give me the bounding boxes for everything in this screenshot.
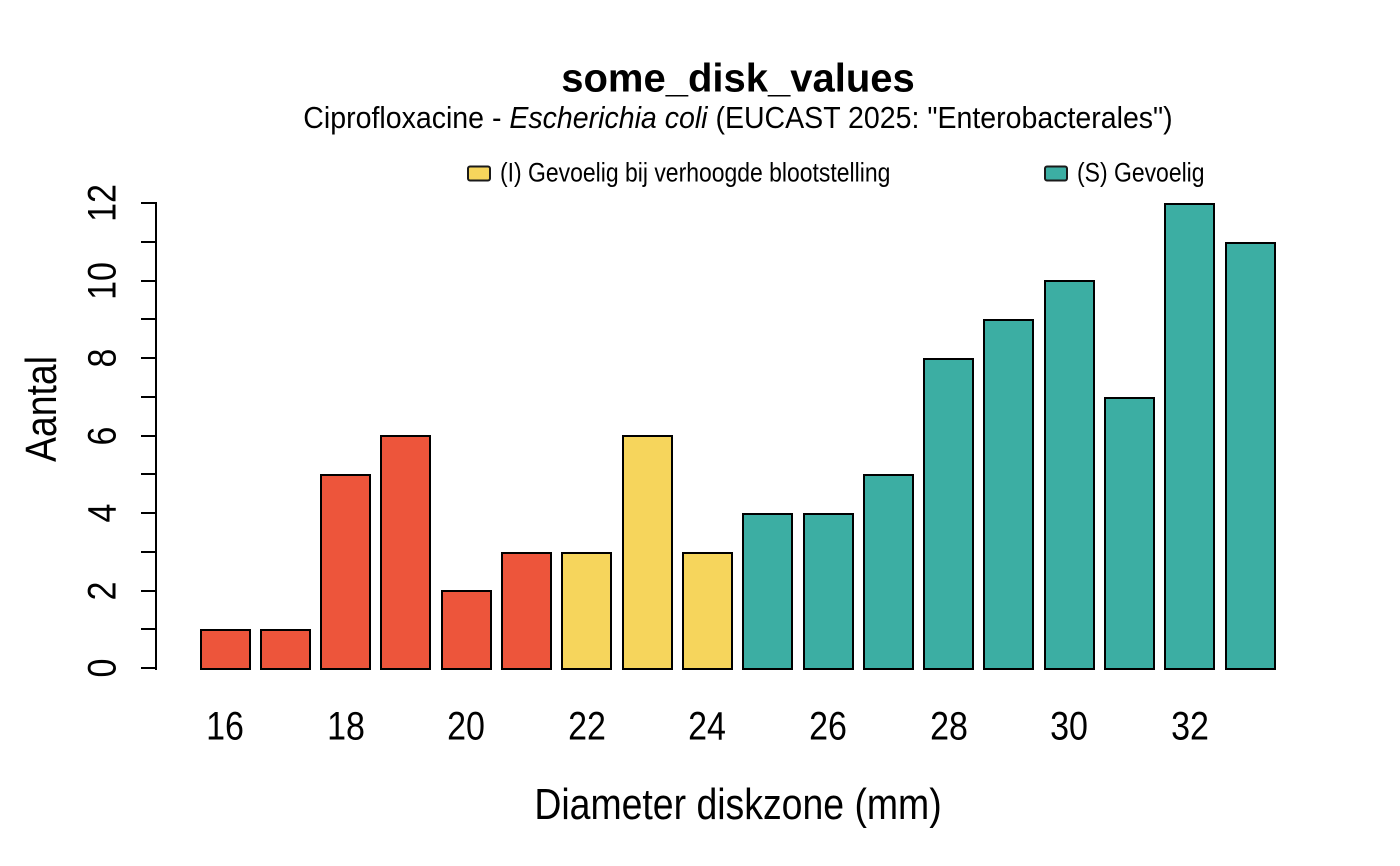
x-axis-tick-label: 28: [930, 704, 968, 749]
x-axis-tick-label: 22: [568, 704, 606, 749]
bar-29: [983, 319, 1034, 670]
bar-31: [1104, 397, 1155, 670]
y-axis-tick-label: 0: [80, 658, 125, 678]
bar-26: [803, 513, 854, 670]
y-axis-tick: [141, 357, 155, 359]
legend-item-label: (S) Gevoelig: [1077, 157, 1205, 188]
x-axis-tick-label: 26: [809, 704, 847, 749]
x-axis-tick-label: 30: [1050, 704, 1088, 749]
subtitle-guideline: (EUCAST 2025: "Enterobacterales"): [707, 100, 1173, 135]
y-axis-tick: [141, 241, 155, 243]
bar-23: [622, 435, 673, 670]
y-axis-tick-label: 10: [80, 262, 125, 300]
y-axis-line: [155, 202, 157, 670]
y-axis-tick: [141, 435, 155, 437]
y-axis-tick-label: 6: [80, 426, 125, 446]
y-axis-tick: [141, 590, 155, 592]
y-axis-tick-label: 2: [80, 581, 125, 601]
x-axis-tick-label: 20: [447, 704, 485, 749]
x-axis-tick-label: 18: [327, 704, 365, 749]
legend-color-swatch-icon: [467, 165, 491, 181]
y-axis-tick: [141, 628, 155, 630]
y-axis-tick: [141, 280, 155, 282]
bar-16: [200, 629, 251, 670]
chart-title: some_disk_values: [561, 56, 915, 101]
chart-subtitle: Ciprofloxacine - Escherichia coli (EUCAS…: [303, 100, 1172, 136]
y-axis-tick: [141, 512, 155, 514]
legend-item: (I) Gevoelig bij verhoogde blootstelling: [467, 158, 959, 189]
bar-17: [260, 629, 311, 670]
x-axis-tick-label: 16: [206, 704, 244, 749]
y-axis-tick: [141, 318, 155, 320]
y-axis-tick-label: 8: [80, 348, 125, 368]
x-axis-tick-label: 32: [1171, 704, 1209, 749]
y-axis-tick-label: 12: [80, 184, 125, 222]
legend-item-label: (I) Gevoelig bij verhoogde blootstelling: [500, 157, 891, 188]
x-axis-title: Diameter diskzone (mm): [534, 780, 942, 829]
bar-20: [441, 590, 492, 670]
y-axis-tick: [141, 396, 155, 398]
bar-18: [320, 474, 371, 670]
subtitle-antibiotic: Ciprofloxacine -: [303, 100, 510, 135]
bar-33: [1225, 242, 1276, 670]
bar-22: [561, 552, 612, 670]
x-axis-tick-label: 24: [688, 704, 726, 749]
bar-28: [923, 358, 974, 670]
y-axis-title: Aantal: [17, 355, 66, 463]
bar-24: [682, 552, 733, 670]
bar-25: [742, 513, 793, 670]
y-axis-tick: [141, 551, 155, 553]
bar-32: [1164, 203, 1215, 670]
legend-color-swatch-icon: [1044, 165, 1068, 181]
y-axis-tick-label: 4: [80, 503, 125, 523]
y-axis-tick: [141, 202, 155, 204]
legend-item: (S) Gevoelig: [1044, 158, 1227, 189]
y-axis-tick: [141, 473, 155, 475]
bar-30: [1044, 280, 1095, 670]
subtitle-species-italic: Escherichia coli: [509, 100, 708, 135]
bar-21: [501, 552, 552, 670]
bar-27: [863, 474, 914, 670]
y-axis-tick: [141, 667, 155, 669]
bar-19: [380, 435, 431, 670]
